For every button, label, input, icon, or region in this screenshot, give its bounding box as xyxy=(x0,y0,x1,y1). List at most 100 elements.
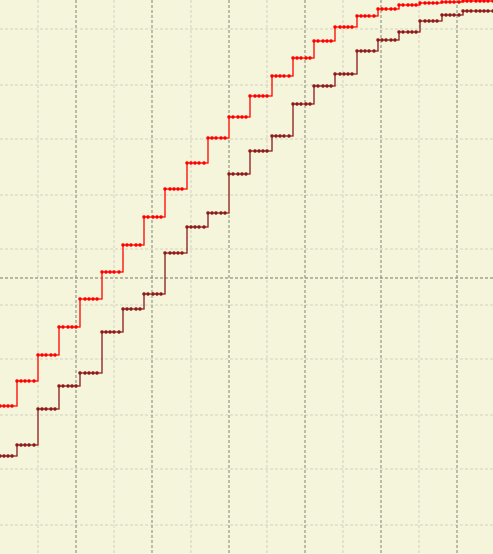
data-point xyxy=(180,251,184,255)
data-point xyxy=(146,215,150,219)
data-point xyxy=(397,30,401,34)
data-point xyxy=(223,136,227,140)
data-point xyxy=(87,297,91,301)
data-point xyxy=(146,292,150,296)
data-point xyxy=(206,211,210,215)
data-point xyxy=(61,384,65,388)
data-point xyxy=(414,3,418,7)
data-point xyxy=(83,297,87,301)
data-point xyxy=(478,9,482,13)
data-point xyxy=(129,307,133,311)
data-point xyxy=(117,330,121,334)
data-point xyxy=(380,7,384,11)
data-point xyxy=(431,1,435,5)
data-point xyxy=(261,149,265,153)
data-point xyxy=(223,211,227,215)
data-point xyxy=(83,371,87,375)
data-point xyxy=(176,187,180,191)
data-point xyxy=(329,39,333,43)
data-point xyxy=(49,407,53,411)
data-point xyxy=(397,3,401,7)
data-point xyxy=(452,0,456,4)
data-point xyxy=(125,307,129,311)
data-point xyxy=(257,94,261,98)
data-point xyxy=(180,187,184,191)
data-point xyxy=(372,14,376,18)
data-point xyxy=(287,134,291,138)
data-point xyxy=(168,251,172,255)
data-point xyxy=(338,25,342,29)
data-point xyxy=(151,292,155,296)
data-point xyxy=(367,49,371,53)
data-point xyxy=(23,379,27,383)
data-point xyxy=(423,1,427,5)
data-point xyxy=(95,297,99,301)
data-point xyxy=(138,307,142,311)
data-point xyxy=(359,49,363,53)
data-point xyxy=(265,94,269,98)
data-point xyxy=(299,102,303,106)
data-point xyxy=(104,270,108,274)
data-point xyxy=(168,187,172,191)
data-point xyxy=(265,149,269,153)
data-point xyxy=(308,56,312,60)
data-point xyxy=(410,30,414,34)
data-point xyxy=(240,172,244,176)
data-point xyxy=(15,379,19,383)
data-point xyxy=(282,134,286,138)
data-point xyxy=(363,14,367,18)
data-point xyxy=(274,74,278,78)
data-point xyxy=(236,115,240,119)
data-point xyxy=(19,379,23,383)
data-point xyxy=(108,270,112,274)
data-point xyxy=(278,74,282,78)
data-point xyxy=(427,19,431,23)
data-point xyxy=(295,56,299,60)
data-point xyxy=(461,0,465,3)
data-point xyxy=(227,172,231,176)
data-point xyxy=(469,9,473,13)
data-point xyxy=(257,149,261,153)
data-point xyxy=(151,215,155,219)
data-point xyxy=(185,161,189,165)
data-point xyxy=(10,454,14,458)
data-point xyxy=(312,39,316,43)
data-point xyxy=(253,94,257,98)
data-point xyxy=(112,330,116,334)
data-point xyxy=(440,13,444,17)
data-point xyxy=(61,325,65,329)
data-point xyxy=(423,19,427,23)
data-point xyxy=(44,407,48,411)
data-point xyxy=(448,13,452,17)
data-point xyxy=(40,407,44,411)
data-point xyxy=(431,19,435,23)
data-point xyxy=(6,404,10,408)
data-point xyxy=(304,56,308,60)
data-point xyxy=(210,136,214,140)
data-point xyxy=(376,7,380,11)
data-point xyxy=(287,74,291,78)
data-point xyxy=(295,102,299,106)
data-point xyxy=(134,307,138,311)
data-point xyxy=(219,211,223,215)
data-point xyxy=(193,161,197,165)
data-point xyxy=(227,115,231,119)
data-point xyxy=(321,84,325,88)
data-point xyxy=(299,56,303,60)
data-point xyxy=(469,0,473,3)
data-point xyxy=(185,225,189,229)
data-point xyxy=(117,270,121,274)
data-point xyxy=(325,39,329,43)
data-point xyxy=(329,84,333,88)
data-point xyxy=(291,102,295,106)
data-point xyxy=(401,3,405,7)
data-point xyxy=(414,30,418,34)
data-point xyxy=(49,353,53,357)
data-point xyxy=(172,251,176,255)
data-point xyxy=(304,102,308,106)
data-point xyxy=(427,1,431,5)
data-point xyxy=(393,38,397,42)
data-point xyxy=(338,72,342,76)
